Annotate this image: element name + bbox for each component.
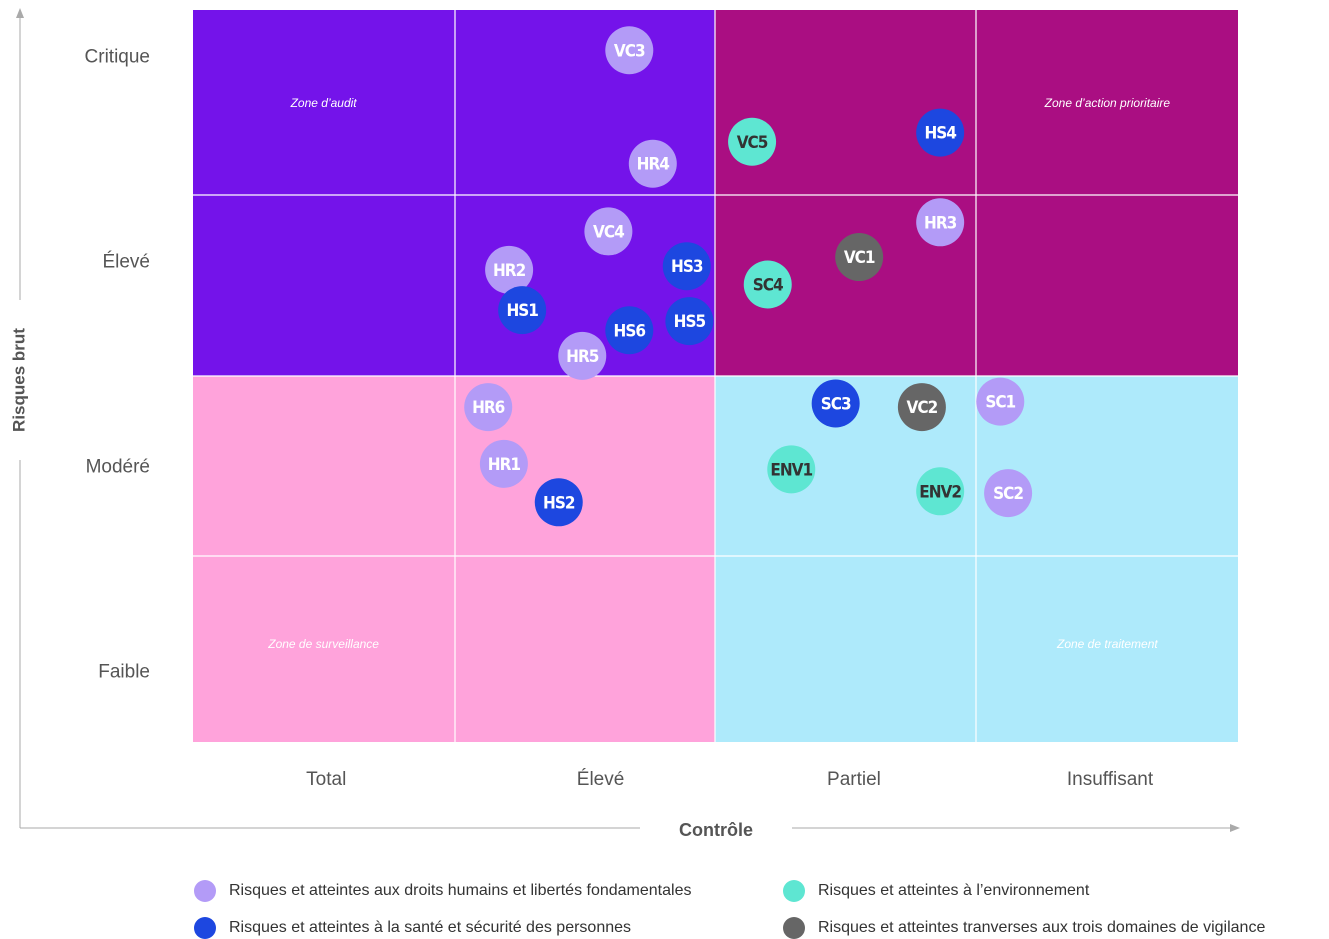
point: [485, 245, 534, 294]
x-tick-label: Partiel: [827, 769, 881, 790]
point-label: HS6: [614, 321, 646, 341]
point-label: HS4: [924, 124, 956, 144]
point-label: VC2: [907, 398, 938, 418]
legend-swatch: [783, 880, 805, 902]
point: [605, 26, 654, 75]
zone-label: Zone de traitement: [1056, 637, 1158, 651]
point-label: HR5: [566, 347, 599, 367]
point-label: HR6: [472, 398, 505, 418]
x-tick-label: Insuffisant: [1067, 769, 1154, 790]
zone-label: Zone d’audit: [290, 96, 358, 110]
point: [605, 306, 654, 355]
point-label: ENV1: [770, 460, 812, 480]
point: [916, 108, 965, 157]
point: [976, 377, 1025, 426]
point: [984, 469, 1033, 518]
legend-swatch: [194, 917, 216, 939]
point: [584, 207, 633, 256]
x-tick-label: Total: [306, 769, 346, 790]
point: [479, 439, 528, 488]
point-label: HR4: [637, 155, 670, 175]
point-label: VC3: [614, 41, 645, 61]
point: [558, 331, 607, 380]
point-label: SC3: [821, 394, 851, 414]
zone-label: Zone de surveillance: [267, 637, 379, 651]
legend-label: Risques et atteintes à la santé et sécur…: [229, 919, 631, 936]
y-tick-label: Élevé: [102, 252, 150, 273]
point-label: HS3: [671, 257, 703, 277]
point-label: SC4: [753, 276, 783, 296]
point: [534, 478, 583, 527]
point: [897, 383, 946, 432]
legend-swatch: [783, 917, 805, 939]
y-axis-arrow: [16, 8, 24, 18]
point: [628, 139, 677, 188]
point-label: HR1: [488, 455, 521, 475]
axes: [16, 8, 1240, 832]
point-label: HS5: [674, 312, 706, 332]
point-label: HR2: [493, 261, 526, 281]
point: [916, 198, 965, 247]
point-label: HR3: [924, 213, 957, 233]
cell-dividers: [193, 10, 1238, 742]
x-tick-label: Élevé: [577, 769, 625, 790]
point-label: VC5: [737, 133, 768, 153]
point: [835, 233, 884, 282]
point: [811, 379, 860, 428]
point: [743, 260, 792, 309]
legend-label: Risques et atteintes à l’environnement: [818, 882, 1090, 899]
point: [916, 467, 965, 516]
legend-label: Risques et atteintes aux droits humains …: [229, 882, 691, 899]
point: [767, 445, 816, 494]
point-label: VC1: [844, 248, 875, 268]
zone: [715, 376, 1238, 742]
x-axis-title: Contrôle: [679, 820, 753, 840]
y-tick-label: Faible: [98, 661, 150, 682]
point: [498, 286, 547, 335]
point: [665, 297, 714, 346]
point: [464, 383, 513, 432]
point-label: SC2: [993, 484, 1023, 504]
zone: [193, 376, 716, 742]
point-label: HS2: [543, 493, 575, 513]
x-axis-arrow: [1230, 824, 1240, 832]
point: [728, 117, 777, 166]
y-tick-label: Modéré: [86, 457, 150, 478]
zone-label: Zone d’action prioritaire: [1044, 96, 1171, 110]
point-label: ENV2: [919, 482, 961, 502]
y-tick-label: Critique: [85, 47, 150, 68]
point-label: VC4: [593, 222, 624, 242]
y-axis-title: Risques brut: [9, 328, 28, 432]
point: [662, 242, 711, 291]
point-label: SC1: [985, 393, 1015, 413]
legend-swatch: [194, 880, 216, 902]
zone: [715, 10, 1238, 376]
point-label: HS1: [506, 301, 538, 321]
legend-label: Risques et atteintes tranverses aux troi…: [818, 919, 1265, 936]
